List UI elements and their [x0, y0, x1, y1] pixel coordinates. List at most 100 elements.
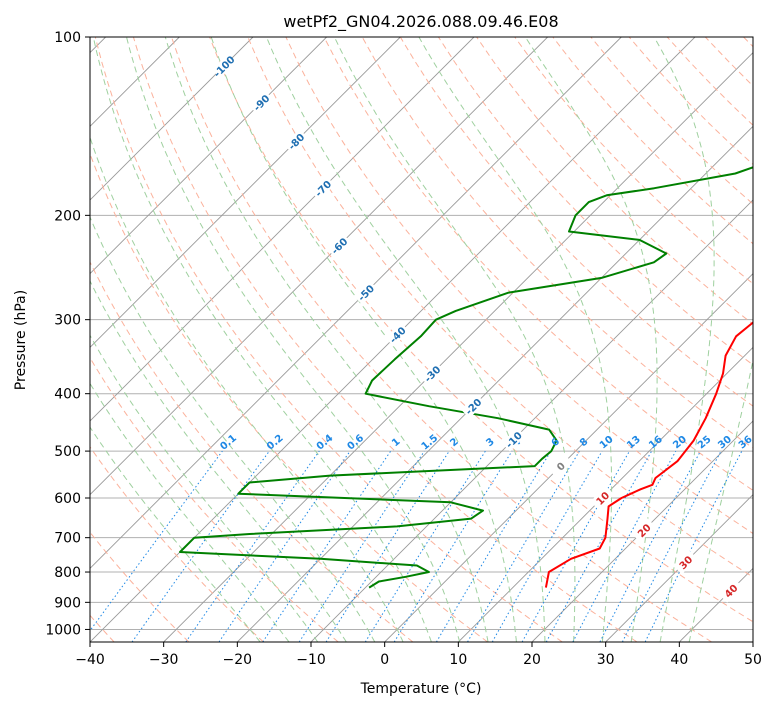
x-tick-label: −10 — [296, 652, 326, 668]
moist-adiabat-line — [90, 135, 404, 642]
isotherm-label-bg — [461, 394, 486, 419]
dry-adiabat-line — [90, 260, 414, 642]
isotherm-line — [531, 420, 753, 642]
chart-title: wetPf2_GN04.2026.088.09.46.E08 — [283, 12, 558, 32]
y-tick-label: 600 — [54, 491, 81, 507]
isotherm-line — [384, 273, 753, 642]
mixing-ratio-label: 2 — [448, 436, 460, 449]
y-tick-label: 400 — [54, 387, 81, 403]
moist-adiabat-line — [653, 37, 715, 642]
dry-adiabat-line — [90, 152, 488, 642]
x-tick-label: 40 — [670, 652, 688, 668]
y-tick-label: 1000 — [45, 622, 81, 638]
x-tick-label: 50 — [744, 652, 762, 668]
mixing-ratio-line — [298, 450, 425, 642]
isotherm-label-bg — [310, 176, 335, 201]
mixing-ratio-line — [262, 450, 392, 642]
mixing-ratio-label: 3 — [484, 436, 496, 449]
isotherm-line — [679, 567, 753, 642]
isotherm-label-bg — [284, 129, 309, 154]
isotherm-label-bg — [631, 518, 656, 543]
moist-adiabat-line — [333, 37, 576, 642]
dry-adiabat-line — [590, 37, 753, 205]
dry-adiabat-line — [476, 37, 753, 325]
dry-adiabat-line — [552, 37, 753, 245]
moist-adiabat-line — [266, 37, 546, 642]
mixing-ratio-label: 25 — [696, 434, 714, 451]
moist-adiabat-line — [688, 358, 753, 642]
axes: −40 −30 −20 −10 0 10 20 30 40 50 1000 900 800 700 600 5… — [45, 30, 762, 668]
isotherm-line — [90, 37, 401, 348]
mixing-ratio-line — [572, 450, 677, 642]
x-tick-label: −20 — [223, 652, 253, 668]
mixing-ratio-line — [218, 450, 351, 642]
isotherm-line — [237, 125, 753, 642]
dry-adiabat-line — [171, 37, 712, 642]
moist-adiabat-line — [90, 334, 319, 642]
x-tick-label: 30 — [597, 652, 615, 668]
isotherm-line — [163, 52, 753, 642]
line-labels: 0.10.20.40.611.52346810131620253036-100-… — [211, 54, 755, 603]
x-tick-label: −40 — [75, 652, 105, 668]
isotherm-label-bg — [673, 550, 698, 575]
y-tick-label: 700 — [54, 531, 81, 547]
isotherm-label-bg — [420, 361, 445, 386]
dry-adiabat-line — [323, 37, 753, 491]
isotherm-line — [458, 346, 753, 642]
moist-adiabat-line — [418, 37, 613, 642]
plot-frame — [89, 36, 754, 643]
y-tick-label: 500 — [54, 444, 81, 460]
mixing-ratio-label: 0.6 — [345, 433, 366, 453]
x-tick-label: −30 — [149, 652, 179, 668]
mixing-ratio-line — [185, 450, 320, 642]
mixing-ratio-label: 10 — [598, 434, 616, 451]
isotherm-label-bg — [249, 90, 274, 115]
mixing-ratio-line — [131, 450, 270, 642]
y-axis-label: Pressure (hPa) — [13, 290, 29, 390]
mixing-ratio-label: 0.1 — [218, 433, 239, 453]
x-tick-label: 20 — [523, 652, 541, 668]
mixing-ratio-line — [644, 450, 743, 642]
mixing-ratio-line — [90, 450, 223, 632]
isotherm-line — [90, 37, 622, 569]
mixing-ratio-label: 16 — [647, 434, 665, 451]
moist-adiabat-line — [90, 215, 376, 642]
mixing-ratio-label: 30 — [716, 434, 734, 451]
isotherm-label-bg — [548, 454, 573, 479]
moist-adiabat-line — [92, 37, 432, 642]
temperature-profile-line — [544, 321, 753, 588]
dry-adiabat-line — [285, 37, 753, 535]
mixing-ratio-line — [325, 450, 450, 642]
mixing-ratio-line — [599, 450, 701, 642]
dry-adiabat-line — [437, 37, 753, 366]
isotherm-line — [90, 37, 548, 496]
moist-adiabat-line — [90, 382, 290, 642]
dewpoint-profile-line — [179, 166, 753, 589]
isotherm-label-bg — [327, 233, 352, 258]
series-layer — [179, 166, 753, 589]
mixing-ratio-label: 13 — [625, 434, 643, 451]
x-tick-label: 10 — [449, 652, 467, 668]
dry-adiabat-line — [209, 37, 753, 623]
moist-adiabat-line — [164, 37, 489, 642]
moist-adiabat-line — [126, 37, 461, 642]
isotherm-label-bg — [590, 485, 615, 511]
dry-adiabat-line — [514, 37, 753, 285]
mixing-ratio-label: 1.5 — [420, 433, 441, 453]
isotherm-line — [605, 494, 753, 642]
y-tick-label: 300 — [54, 313, 81, 329]
y-tick-label: 100 — [54, 30, 81, 46]
isotherm-label-bg — [353, 280, 378, 305]
dry-adiabat-line — [247, 37, 753, 578]
mixing-ratio-line — [393, 450, 513, 642]
dry-adiabat-line — [704, 37, 753, 87]
isotherm-line — [90, 37, 254, 201]
mixing-ratio-label: 36 — [737, 434, 755, 451]
dry-adiabat-line — [90, 356, 339, 642]
y-tick-label: 200 — [54, 208, 81, 224]
dry-adiabat-line — [90, 446, 264, 642]
isotherm-line — [90, 37, 475, 422]
isotherm-line — [752, 641, 753, 642]
x-tick-label: 0 — [380, 652, 389, 668]
